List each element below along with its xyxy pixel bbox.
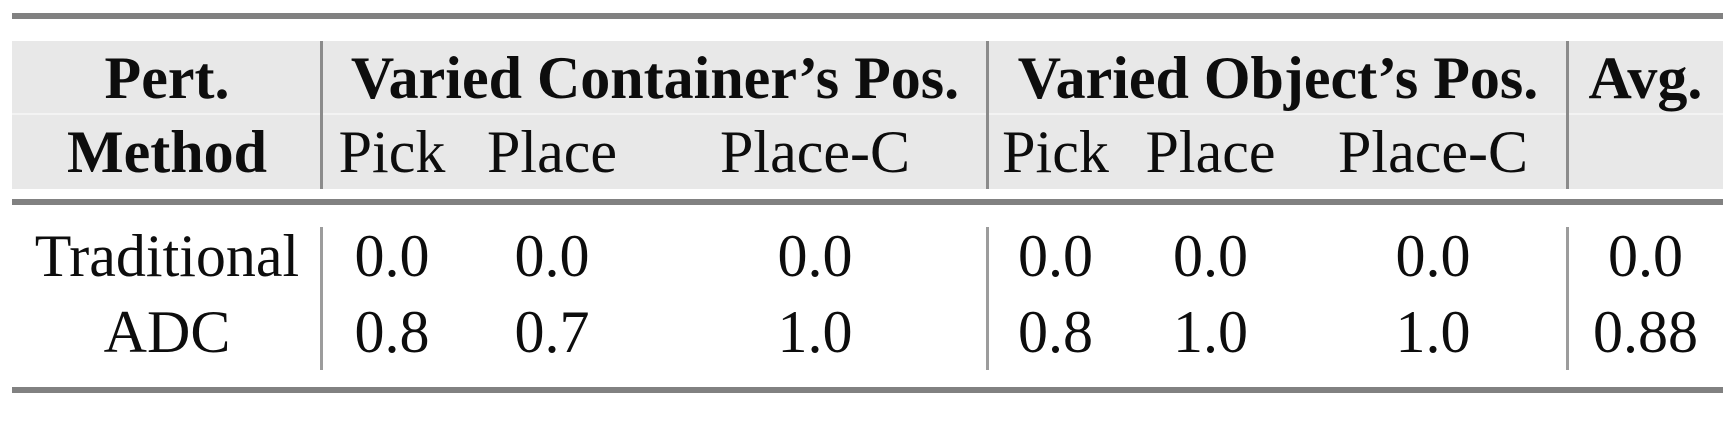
row-adc-object-pick: 0.8 (1018, 299, 1093, 365)
column-separator-method-header (320, 41, 323, 189)
column-separator-groups-header (986, 41, 989, 189)
table-top-rule (12, 13, 1723, 19)
row-traditional-container-place: 0.0 (514, 223, 590, 289)
row-adc-container-pick: 0.8 (354, 299, 430, 365)
row-adc-container-place: 0.7 (514, 299, 590, 365)
row-adc-method: ADC (103, 299, 231, 365)
row-adc-object-place: 1.0 (1173, 299, 1248, 365)
row-traditional-object-place: 0.0 (1173, 223, 1248, 289)
column-separator-avg-body (1566, 227, 1569, 370)
row-adc-container-place-c: 1.0 (777, 299, 853, 365)
column-separator-groups-body (986, 227, 989, 370)
subheader-pick-container: Pick (338, 119, 446, 185)
subheader-place-c-object: Place-C (1338, 119, 1528, 185)
header-group-varied-object-pos: Varied Object’s Pos. (1017, 45, 1539, 111)
row-traditional-object-pick: 0.0 (1018, 223, 1093, 289)
table-bottom-rule (12, 387, 1723, 393)
subheader-place-object: Place (1145, 119, 1276, 185)
subheader-place-container: Place (487, 119, 617, 185)
row-traditional-method: Traditional (34, 223, 300, 289)
table-header: Pert. Varied Container’s Pos. Varied Obj… (12, 41, 1723, 189)
subheader-pick-object: Pick (1002, 119, 1109, 185)
table-mid-rule (12, 199, 1723, 205)
header-pert: Pert. (104, 45, 230, 111)
row-adc-avg: 0.88 (1593, 299, 1698, 365)
column-separator-avg-header (1566, 41, 1569, 189)
row-traditional-avg: 0.0 (1608, 223, 1683, 289)
row-traditional-container-pick: 0.0 (354, 223, 430, 289)
header-method: Method (67, 119, 267, 185)
row-traditional-object-place-c: 0.0 (1395, 223, 1471, 289)
column-separator-method-body (320, 227, 323, 370)
row-adc-object-place-c: 1.0 (1395, 299, 1471, 365)
header-avg: Avg. (1588, 45, 1703, 111)
row-traditional-container-place-c: 0.0 (777, 223, 853, 289)
header-group-varied-container-pos: Varied Container’s Pos. (350, 45, 960, 111)
header-row-divider (12, 113, 1723, 115)
table-body: Traditional 0.0 0.0 0.0 0.0 0.0 0.0 0.0 … (12, 218, 1723, 370)
subheader-avg-empty (1568, 115, 1723, 189)
subheader-place-c-container: Place-C (720, 119, 910, 185)
